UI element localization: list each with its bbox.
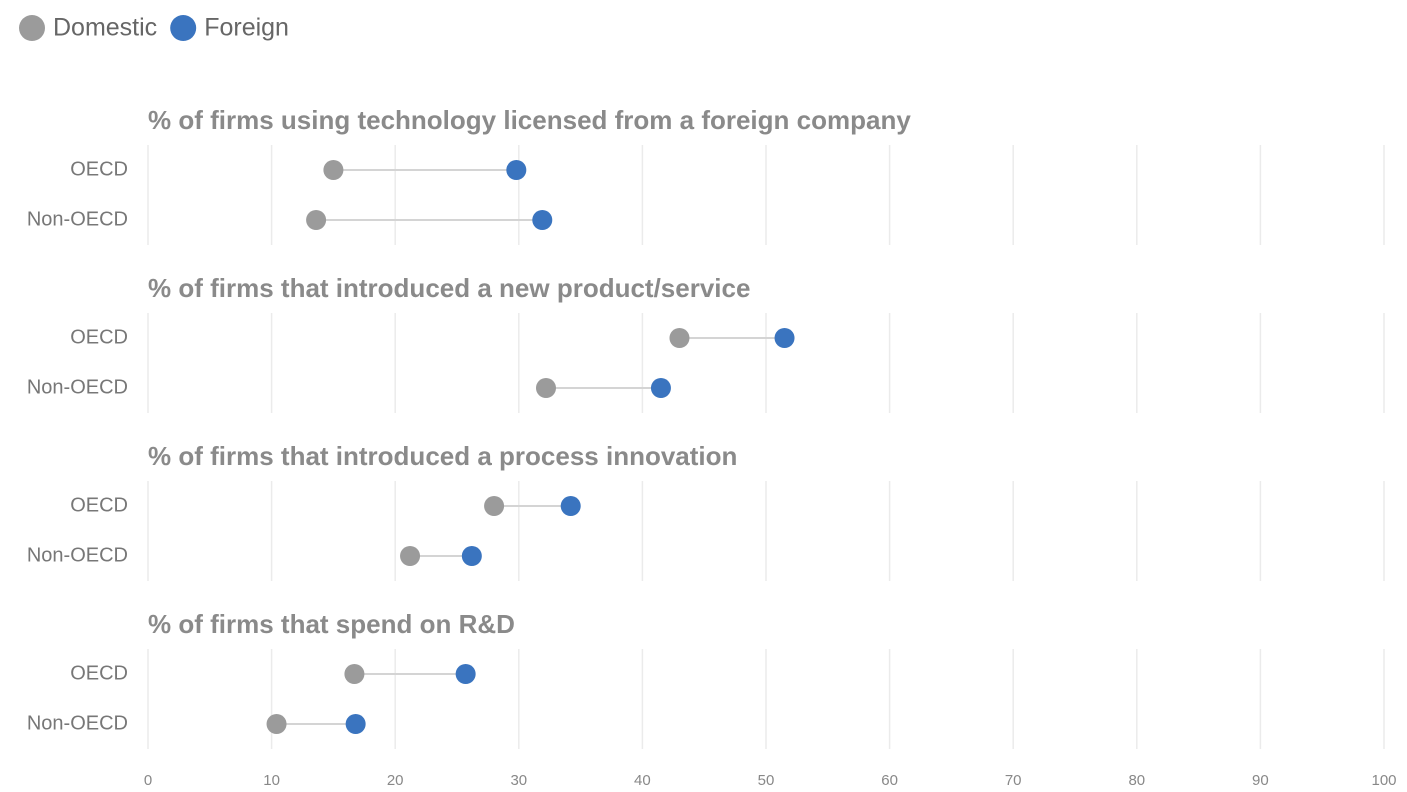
dot bbox=[774, 328, 795, 348]
legend-swatch bbox=[19, 15, 45, 41]
panel-title: % of firms that introduced a process inn… bbox=[148, 441, 737, 471]
legend-swatch bbox=[170, 15, 197, 41]
category-label: OECD bbox=[70, 158, 128, 180]
dot bbox=[344, 664, 365, 684]
panel-title: % of firms using technology licensed fro… bbox=[148, 105, 911, 135]
dot bbox=[535, 378, 556, 398]
panel-title: % of firms that introduced a new product… bbox=[148, 273, 750, 303]
panel-title: % of firms that spend on R&D bbox=[148, 609, 515, 639]
dot bbox=[455, 664, 476, 684]
category-label: OECD bbox=[70, 326, 128, 348]
dot bbox=[669, 328, 690, 348]
dot bbox=[484, 496, 505, 516]
category-label: Non-OECD bbox=[27, 712, 128, 734]
x-tick-label: 100 bbox=[1371, 772, 1396, 789]
legend-label: Domestic bbox=[53, 14, 157, 42]
legend-label: Foreign bbox=[204, 14, 289, 42]
dot bbox=[532, 210, 553, 230]
x-tick-label: 50 bbox=[758, 772, 775, 789]
x-tick-label: 90 bbox=[1252, 772, 1269, 789]
x-tick-label: 60 bbox=[881, 772, 898, 789]
x-tick-label: 70 bbox=[1005, 772, 1022, 789]
category-label: OECD bbox=[70, 662, 128, 684]
dot bbox=[461, 546, 482, 566]
category-label: OECD bbox=[70, 494, 128, 516]
x-tick-label: 10 bbox=[263, 772, 280, 789]
x-tick-label: 80 bbox=[1128, 772, 1145, 789]
x-tick-label: 40 bbox=[634, 772, 651, 789]
category-label: Non-OECD bbox=[27, 544, 128, 566]
x-tick-label: 20 bbox=[387, 772, 404, 789]
dot bbox=[345, 714, 366, 734]
dot bbox=[306, 210, 327, 230]
dot bbox=[323, 160, 344, 180]
dot bbox=[650, 378, 671, 398]
dot bbox=[560, 496, 581, 516]
category-label: Non-OECD bbox=[27, 376, 128, 398]
dot bbox=[266, 714, 287, 734]
x-tick-label: 30 bbox=[510, 772, 527, 789]
dot bbox=[400, 546, 421, 566]
category-label: Non-OECD bbox=[27, 208, 128, 230]
dot bbox=[506, 160, 527, 180]
x-tick-label: 0 bbox=[144, 772, 152, 789]
